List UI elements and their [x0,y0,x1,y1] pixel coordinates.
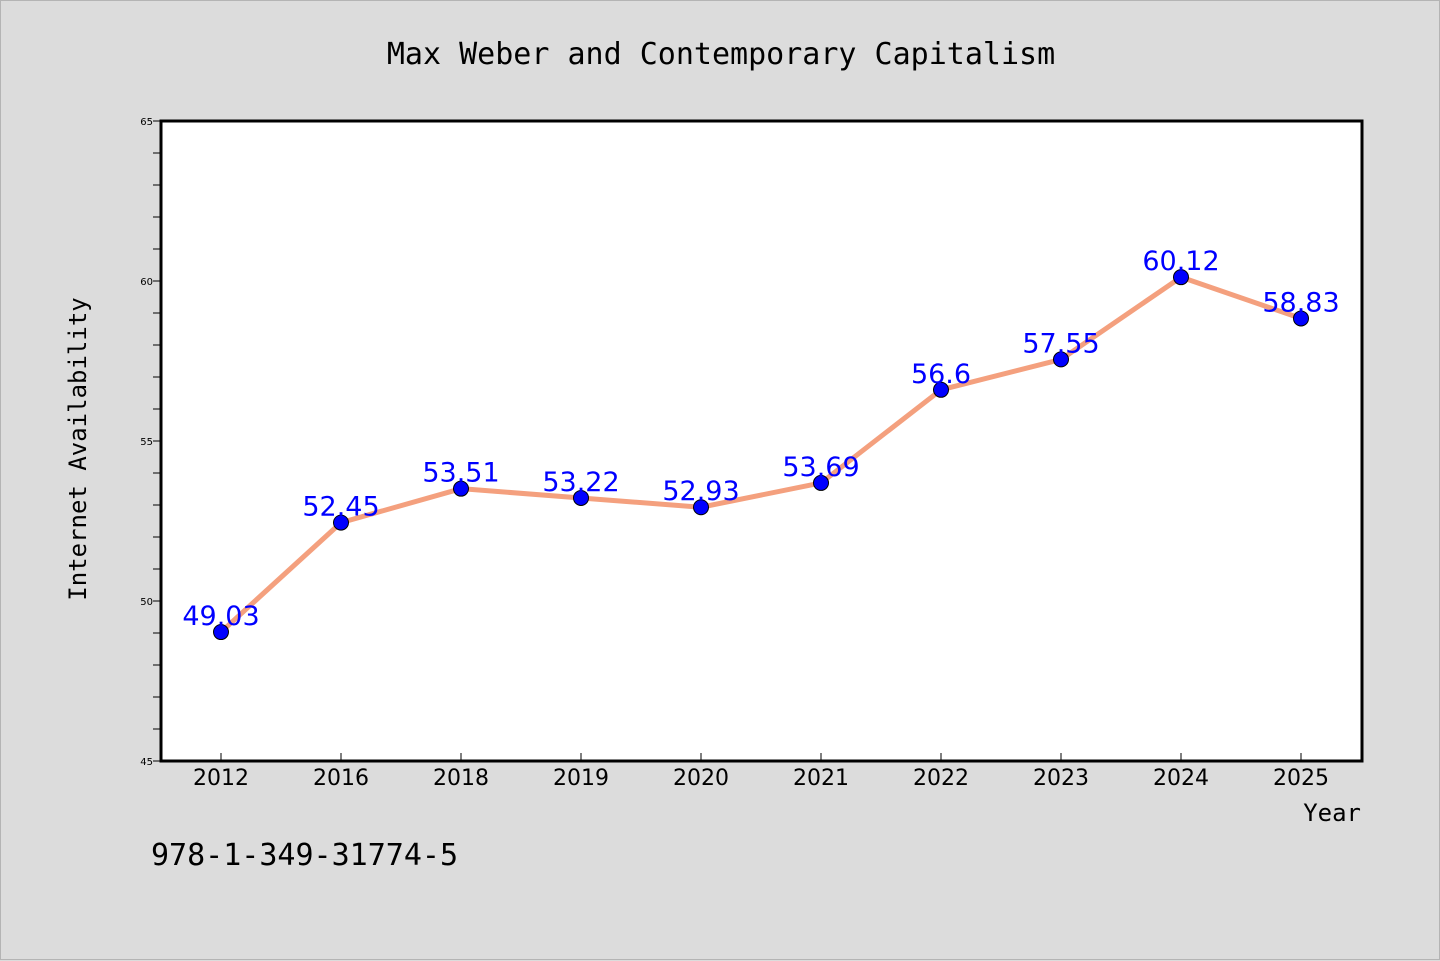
y-tick-label: 65 [140,117,153,128]
x-tick-label: 2023 [1033,766,1089,791]
data-point [213,624,229,641]
x-tick-label: 2019 [553,766,609,791]
chart-title: Max Weber and Contemporary Capitalism [387,37,1055,72]
data-point [453,480,469,497]
x-tick-label: 2025 [1273,766,1329,791]
y-tick-label: 45 [140,757,153,768]
x-tick-label: 2021 [793,766,849,791]
data-point [1053,351,1069,368]
y-tick-label: 50 [140,597,153,608]
data-label: 52.93 [662,476,739,507]
x-axis: 2012 2016 2018 2019 2020 2021 2022 2023 2024 2025 [193,753,1329,791]
x-tick-label: 2018 [433,766,489,791]
data-label: 49.03 [182,601,259,632]
data-point [1293,310,1309,327]
data-label: 57.55 [1022,328,1099,359]
data-labels: 49.03 52.45 53.51 53.22 52.93 53.69 56.6 57.55 6… [182,246,1339,632]
data-label: 53.51 [422,458,499,489]
x-tick-label: 2024 [1153,766,1209,791]
series-line [218,274,1304,635]
y-axis-label: Internet Availability [64,297,92,600]
data-point [1173,269,1189,286]
data-point [813,474,829,491]
plot-border [159,119,1364,763]
x-tick-label: 2016 [313,766,369,791]
plot-area [161,121,1362,761]
data-label: 53.22 [542,467,619,498]
data-point [573,489,589,506]
data-point [933,381,949,398]
data-label: 53.69 [782,452,859,483]
data-label: 56.6 [911,359,971,390]
y-axis: 45 50 55 60 65 [140,117,161,768]
x-axis-label: Year [1303,799,1361,827]
data-point [693,499,709,516]
x-tick-label: 2012 [193,766,249,791]
y-tick-label: 60 [140,277,153,288]
data-label: 58.83 [1262,287,1339,318]
data-point [333,514,349,531]
x-tick-label: 2022 [913,766,969,791]
data-label: 60.12 [1142,246,1219,277]
x-tick-label: 2020 [673,766,729,791]
y-tick-label: 55 [140,437,153,448]
series-markers [213,269,1309,641]
isbn-text: 978-1-349-31774-5 [151,838,458,873]
data-label: 52.45 [302,492,379,523]
